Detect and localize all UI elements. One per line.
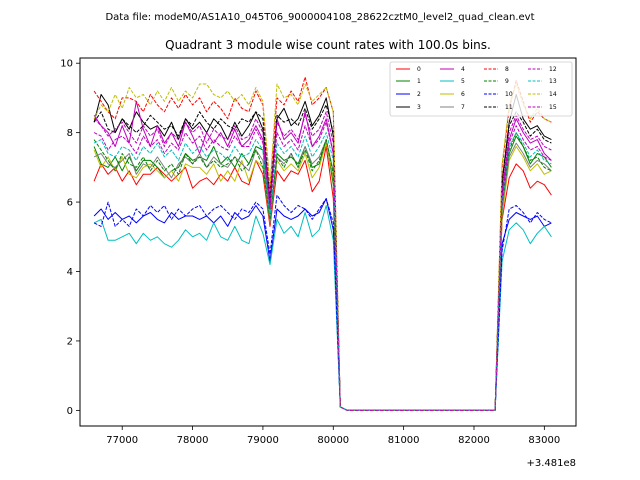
- legend-label-3: 3: [417, 104, 421, 111]
- legend-box: [389, 61, 573, 117]
- y-tick-label: 6: [67, 198, 73, 209]
- y-tick-label: 2: [67, 336, 73, 347]
- y-tick-label: 0: [67, 406, 73, 417]
- x-tick-label: 80000: [317, 435, 349, 446]
- legend-label-11: 11: [505, 104, 513, 111]
- legend-label-13: 13: [549, 78, 557, 85]
- series-layer: [93, 76, 552, 411]
- legend-label-2: 2: [417, 91, 421, 98]
- y-tick-label: 4: [67, 267, 73, 278]
- series-line-12: [93, 111, 552, 411]
- x-tick-label: 83000: [528, 435, 560, 446]
- y-tick-label: 10: [60, 59, 73, 70]
- legend-label-9: 9: [505, 78, 509, 85]
- plot-frame: [79, 57, 577, 427]
- legend-label-8: 8: [505, 66, 509, 73]
- x-offset-label: +3.481e8: [526, 458, 576, 469]
- legend-label-1: 1: [417, 78, 421, 85]
- legend-label-7: 7: [461, 104, 465, 111]
- legend-label-6: 6: [461, 91, 465, 98]
- x-tick-label: 81000: [388, 435, 420, 446]
- chart-title: Quadrant 3 module wise count rates with …: [165, 38, 491, 52]
- legend-label-14: 14: [549, 91, 557, 98]
- legend-label-0: 0: [417, 66, 421, 73]
- legend-label-4: 4: [461, 66, 465, 73]
- legend-label-5: 5: [461, 78, 465, 85]
- y-axis: 0 2 4 6 8 10: [60, 59, 80, 417]
- x-tick-label: 78000: [177, 435, 209, 446]
- x-tick-label: 79000: [247, 435, 279, 446]
- x-tick-label: 77000: [106, 435, 138, 446]
- series-line-15: [93, 121, 552, 411]
- x-axis: 77000 78000 79000 80000 81000 82000 83000: [106, 426, 560, 446]
- legend-label-12: 12: [549, 66, 557, 73]
- legend-label-10: 10: [505, 91, 513, 98]
- y-tick-label: 8: [67, 128, 73, 139]
- x-tick-label: 82000: [458, 435, 490, 446]
- legend-label-15: 15: [549, 104, 557, 111]
- figure-suptitle: Data file: modeM0/AS1A10_045T06_90000041…: [105, 12, 534, 23]
